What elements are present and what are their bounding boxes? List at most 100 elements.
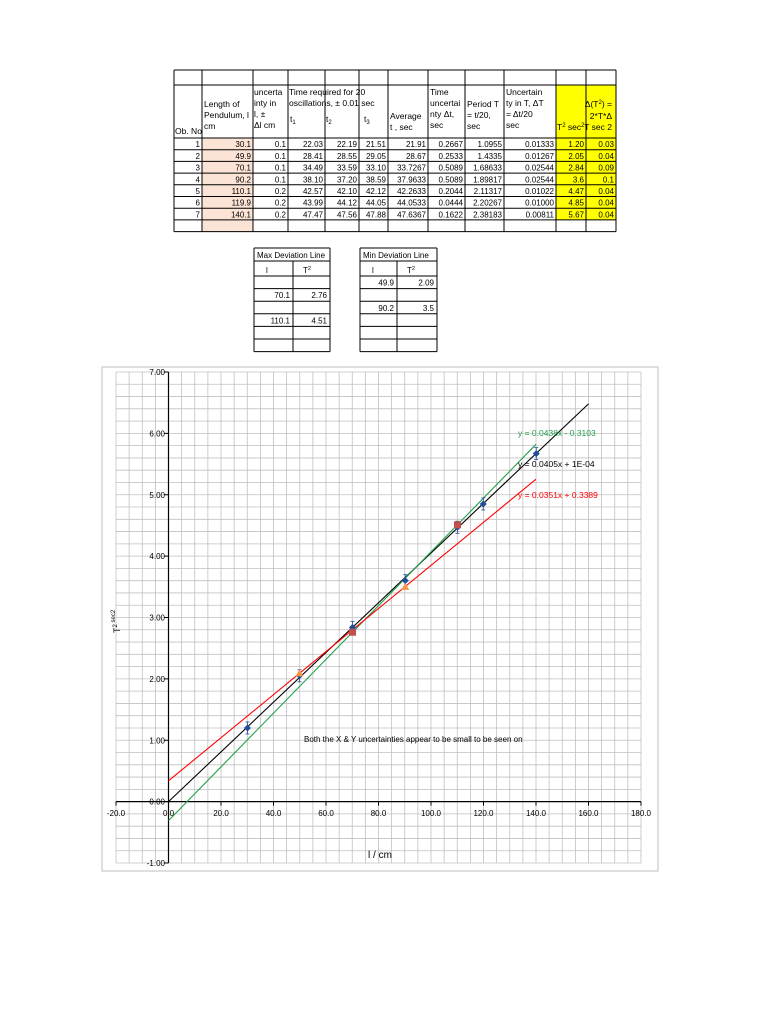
cell-r5-c7: 42.2633 (397, 187, 426, 196)
header-average-1: t , sec (390, 122, 413, 132)
data-point-red (349, 628, 357, 636)
x-tick-label: 40.0 (266, 809, 282, 818)
cell-r6-c3: 0.2 (275, 199, 287, 208)
cell-r5-c8: 0.2044 (439, 187, 464, 196)
cell-r4-c6: 38.59 (366, 175, 387, 184)
cell-r3-c9: 1.68633 (473, 164, 502, 173)
dev-cell-t-0: 2.09 (418, 279, 434, 288)
x-axis-label: l / cm (368, 850, 392, 861)
data-point-red (454, 521, 462, 529)
cell-r2-c11: 2.05 (568, 152, 584, 161)
uncertainty-note: Both the X & Y uncertainties appear to b… (304, 735, 523, 744)
cell-r1-c3: 0.1 (275, 140, 287, 149)
cell-r2-c3: 0.1 (275, 152, 287, 161)
min-deviation-table: Min Deviation Line l T2 49.9 2.09 90.2 3.5 (359, 247, 438, 353)
cell-r6-c5: 44.12 (337, 199, 358, 208)
cell-r1-c12: 0.03 (598, 140, 614, 149)
y-axis-label-part-2: sec2 (111, 609, 117, 624)
dev-col-t-sup: 2 (308, 266, 311, 272)
header-period-0: Period T (467, 99, 499, 109)
cell-r3-c1: 3 (196, 164, 201, 173)
x-tick-label: 180.0 (631, 809, 652, 818)
header-dtsq-1: 2*T*Δ (590, 111, 613, 121)
x-tick-label: 160.0 (578, 809, 599, 818)
fit-line-label-2: y = 0.0351x + 0.3389 (518, 490, 598, 500)
cell-r4-c4: 38.10 (303, 175, 324, 184)
header-t2: t2 (326, 114, 332, 126)
header-t2-sub: 2 (328, 120, 332, 126)
dev-cell-t-3: 4.51 (311, 316, 327, 325)
cell-r5-c12: 0.04 (598, 187, 614, 196)
cell-r3-c3: 0.1 (275, 164, 287, 173)
cell-r2-c5: 28.55 (337, 152, 358, 161)
cell-r1-c1: 1 (196, 140, 201, 149)
y-axis-label-part-0: T (112, 627, 122, 633)
x-tick-label: 140.0 (526, 809, 547, 818)
dev-col-l: l (372, 266, 374, 275)
header-time-uncert-2: nty Δt, (430, 109, 454, 119)
cell-r1-c2: 30.1 (235, 140, 251, 149)
fit-line-label-1: y = 0.0438x - 0.3103 (518, 428, 596, 438)
cell-r1-c10: 0.01333 (525, 140, 554, 149)
header-period-uncert-1: ty in T, ΔT (506, 98, 544, 108)
cell-r6-c6: 44.05 (366, 199, 387, 208)
header-dtsq-0: Δ(T2) = (585, 99, 612, 109)
cell-r6-c2: 119.9 (232, 199, 252, 208)
cell-r1-c11: 1.20 (568, 140, 584, 149)
header-t3: t3 (364, 114, 370, 126)
cell-r3-c4: 34.49 (303, 164, 324, 173)
y-axis-label: T2 sec2 (111, 609, 122, 633)
data-point-blue (532, 450, 540, 458)
header-tsq-part-0: T (557, 122, 562, 132)
header-tsq-part-1: 2 (562, 123, 566, 129)
header-t3-base: t (364, 114, 367, 124)
cell-r2-c7: 28.67 (406, 152, 427, 161)
x-tick-label: 100.0 (421, 809, 442, 818)
header-dtsq-part-1: 2 (599, 100, 603, 106)
cell-r1-c9: 1.0955 (478, 140, 503, 149)
dev-col-t: T2 (407, 266, 415, 275)
cell-r7-c8: 0.1622 (439, 210, 464, 219)
header-time-1: oscillations, ± 0.01 sec (289, 98, 375, 108)
header-dtsq-part-2: ) = (602, 99, 612, 109)
cell-r5-c9: 2.11317 (474, 187, 503, 196)
dev-title: Max Deviation Line (257, 251, 326, 260)
cell-r7-c4: 47.47 (303, 210, 324, 219)
y-axis-label-part-1: 2 (113, 624, 119, 628)
header-period-uncert-3: sec (506, 120, 520, 130)
dev-col-t: T2 (303, 266, 311, 275)
header-uncert-2: l, ± (254, 109, 266, 119)
cell-r4-c12: 0.1 (603, 175, 615, 184)
cell-r4-c11: 3.6 (573, 175, 585, 184)
cell-r4-c5: 37.20 (337, 175, 358, 184)
cell-r5-c2: 110.1 (232, 187, 252, 196)
header-tsq-part-2: sec (566, 122, 582, 132)
dev-col-t-base: T (303, 266, 308, 275)
header-t3-sub: 3 (366, 120, 370, 126)
cell-r7-c10: 0.00811 (526, 210, 555, 219)
cell-r2-c9: 1.4335 (478, 152, 503, 161)
cell-r6-c1: 6 (196, 199, 201, 208)
cell-r7-c5: 47.56 (337, 210, 358, 219)
dev-cell-l-1: 70.1 (274, 291, 290, 300)
header-length-2: cm (204, 121, 215, 131)
cell-r5-c3: 0.2 (275, 187, 287, 196)
pendulum-chart[interactable]: -20.0 0.0 20.0 40.0 60.0 80.0 100.0 120.0 140.0 1… (101, 366, 659, 872)
cell-r5-c5: 42.10 (337, 187, 358, 196)
header-obno: Ob. No (175, 126, 202, 136)
header-t1-base: t (290, 114, 293, 124)
header-t1: t1 (290, 114, 296, 126)
dev-cell-l-3: 110.1 (271, 316, 291, 325)
y-tick-label: 6.00 (149, 429, 165, 438)
cell-r7-c3: 0.2 (275, 210, 287, 219)
cell-r1-c6: 21.51 (366, 140, 387, 149)
y-tick-label: 3.00 (149, 614, 165, 623)
cell-r6-c8: 0.0444 (439, 199, 464, 208)
cell-r7-c12: 0.04 (598, 210, 614, 219)
cell-r4-c1: 4 (196, 175, 201, 184)
cell-r1-c8: 0.2667 (439, 140, 464, 149)
cell-r3-c6: 33.10 (366, 164, 387, 173)
header-average-0: Average (390, 111, 422, 121)
fit-line-0 (168, 403, 589, 803)
x-tick-label: 20.0 (213, 809, 229, 818)
